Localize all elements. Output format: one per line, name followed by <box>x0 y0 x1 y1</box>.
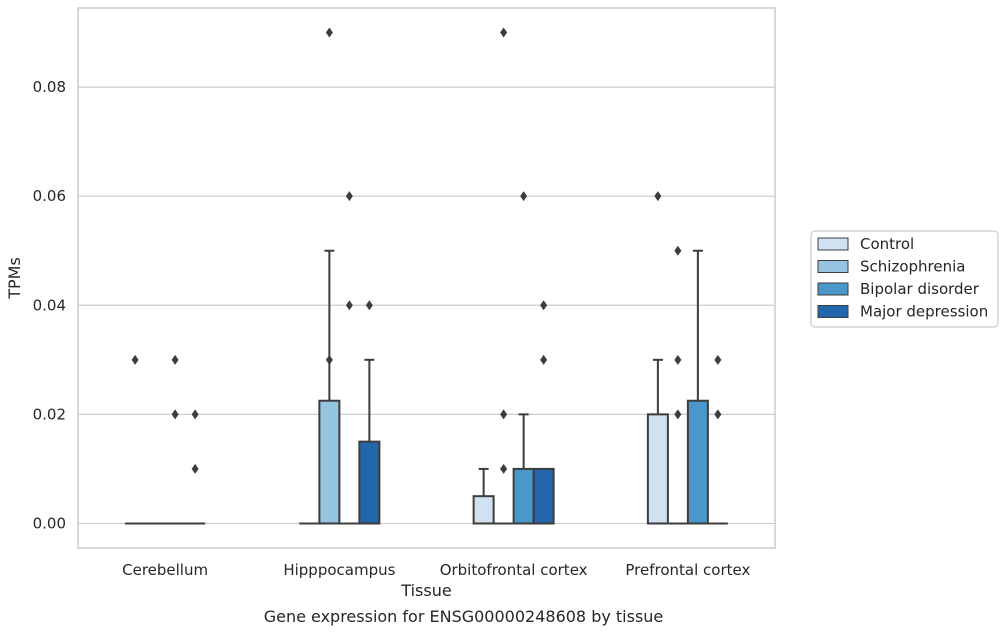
legend-label: Schizophrenia <box>860 258 965 276</box>
y-tick-label: 0.02 <box>33 405 66 423</box>
x-axis-title: Tissue <box>400 581 451 600</box>
outlier-point <box>325 354 333 365</box>
grid-lines <box>78 86 775 525</box>
box-group <box>339 191 360 525</box>
outlier-point <box>520 191 528 202</box>
box-group <box>493 27 514 525</box>
y-tick-label: 0.00 <box>33 514 66 532</box>
box <box>512 467 535 525</box>
outlier-point <box>540 300 548 311</box>
box-group <box>686 249 709 525</box>
y-tick-label: 0.08 <box>33 78 66 96</box>
box-group <box>318 27 341 525</box>
box <box>532 467 555 525</box>
box <box>646 413 669 525</box>
outlier-point <box>191 463 199 474</box>
box <box>358 440 381 525</box>
x-tick-label: Orbitofrontal cortex <box>440 561 588 579</box>
legend-swatch <box>817 305 849 318</box>
legend-swatch <box>817 282 849 296</box>
outlier-point <box>345 300 353 311</box>
outlier-point <box>674 245 682 256</box>
chart-caption: Gene expression for ENSG00000248608 by t… <box>264 607 664 626</box>
outlier-point <box>131 354 139 365</box>
outlier-point <box>325 27 333 38</box>
box-group <box>707 354 728 525</box>
x-tick-label: Hipppocampus <box>283 561 395 579</box>
box <box>472 495 495 525</box>
box <box>318 399 341 525</box>
outlier-point <box>654 191 662 202</box>
x-tick-labels: Cerebellum Hipppocampus Orbitofrontal cort… <box>122 561 750 579</box>
outlier-point <box>674 354 682 365</box>
outlier-point <box>171 354 179 365</box>
y-tick-labels: 0.00 0.02 0.04 0.06 0.08 <box>33 78 66 532</box>
outlier-point <box>171 409 179 420</box>
legend-frame <box>810 230 999 328</box>
box-plots <box>125 27 728 525</box>
outlier-point <box>714 409 722 420</box>
box-group <box>512 191 535 525</box>
legend-label: Control <box>860 235 914 253</box>
box-group <box>125 354 146 525</box>
y-tick-label: 0.04 <box>33 296 66 314</box>
legend-label: Bipolar disorder <box>860 280 980 298</box>
outlier-point <box>674 409 682 420</box>
box-group <box>358 300 381 525</box>
outlier-point <box>500 27 508 38</box>
outlier-point <box>345 191 353 202</box>
box-group <box>532 300 555 525</box>
outlier-point <box>191 409 199 420</box>
legend-swatch <box>817 237 849 251</box>
x-tick-label: Cerebellum <box>122 561 208 579</box>
y-axis-title: TPMs <box>5 257 24 300</box>
legend-label: Major depression <box>860 303 988 321</box>
box-group <box>667 245 688 525</box>
x-tick-label: Prefrontal cortex <box>625 561 750 579</box>
outlier-point <box>365 300 373 311</box>
outlier-point <box>500 463 508 474</box>
outlier-point <box>500 409 508 420</box>
outlier-point <box>714 354 722 365</box>
y-tick-label: 0.06 <box>33 187 66 205</box>
box <box>686 399 709 525</box>
legend-swatch <box>817 260 849 273</box>
legend: Control Schizophrenia Bipolar disorder Majo… <box>810 230 999 328</box>
box-group <box>472 467 495 525</box>
plot-frame <box>77 7 776 549</box>
outlier-point <box>540 354 548 365</box>
box-group <box>185 409 206 525</box>
box-group <box>165 354 186 525</box>
box-group <box>646 191 669 525</box>
